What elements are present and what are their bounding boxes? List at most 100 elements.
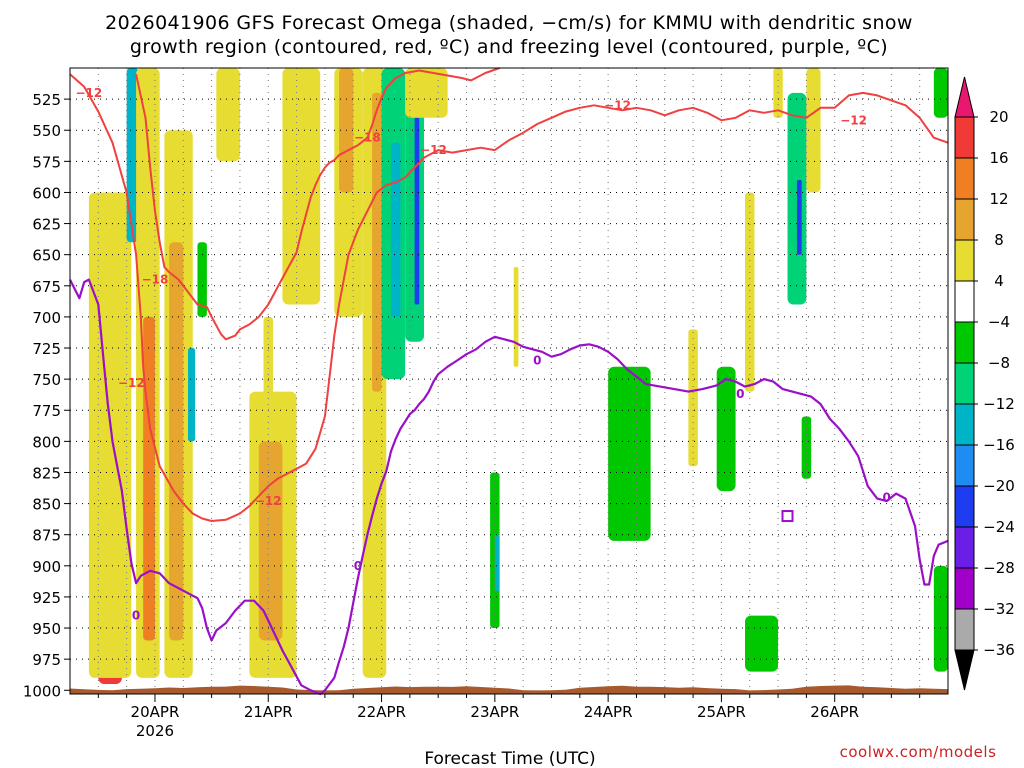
colorbar-label: −36: [983, 641, 1015, 659]
x-tick-label: 20APR: [131, 703, 180, 721]
omega-blob: [282, 68, 321, 305]
x-axis-title: Forecast Time (UTC): [424, 749, 595, 768]
terrain-strip: [70, 685, 948, 694]
omega-blob: [143, 316, 155, 641]
colorbar-bin: [954, 608, 975, 651]
omega-blob: [796, 180, 802, 255]
colorbar-label: −8: [988, 354, 1010, 372]
y-tick-label: 850: [32, 496, 61, 514]
colorbar-bin: [954, 321, 975, 364]
y-tick-label: 950: [32, 620, 61, 638]
y-tick-label: 600: [32, 184, 61, 202]
omega-blob: [197, 242, 207, 317]
omega-blob: [745, 615, 779, 672]
omega-blob: [390, 142, 401, 317]
omega-blob: [688, 329, 698, 467]
omega-blob: [745, 192, 755, 392]
colorbar: 20 16 12 8 4 −4 −8 −12 −16 −20 −24 −28 −32 −36: [954, 76, 1015, 691]
y-tick-label: 750: [32, 371, 61, 389]
omega-blob: [405, 68, 448, 118]
freezing-level-small-contour: [781, 510, 794, 523]
omega-blob: [169, 242, 184, 641]
omega-blob: [494, 534, 500, 591]
x-tick-label: 25APR: [697, 703, 746, 721]
plot-area: −12 −18 −12 −12 −18 −12 −12 −12 0 0 0 0 0: [69, 67, 949, 696]
y-tick-label: 575: [32, 153, 61, 171]
omega-blob: [414, 117, 420, 305]
omega-shading: [88, 68, 948, 685]
omega-blob: [216, 68, 240, 162]
colorbar-bin: [954, 485, 975, 528]
omega-blob: [806, 68, 821, 193]
colorbar-label: 20: [989, 108, 1008, 126]
dgz-contour-line: [69, 73, 949, 522]
colorbar-bin: [954, 157, 975, 200]
colorbar-label: −4: [988, 313, 1010, 331]
y-tick-label: 1000: [23, 682, 61, 700]
omega-blob: [933, 68, 948, 118]
contour-label: 0: [132, 609, 140, 623]
omega-blob: [933, 565, 948, 672]
y-tick-label: 550: [32, 122, 61, 140]
colorbar-top-arrow: [954, 76, 975, 118]
omega-blob: [126, 68, 139, 243]
colorbar-bin: [954, 198, 975, 241]
contour-label: 0: [533, 353, 541, 367]
contour-label: −12: [255, 494, 282, 508]
chart-title-line-1: 2026041906 GFS Forecast Omega (shaded, −…: [105, 12, 913, 34]
contour-label: −18: [354, 131, 381, 145]
y-tick-label: 800: [32, 433, 61, 451]
y-tick-label: 900: [32, 558, 61, 576]
colorbar-label: 4: [994, 272, 1004, 290]
y-tick-label: 700: [32, 309, 61, 327]
credit-text: coolwx.com/models: [840, 743, 997, 761]
y-tick-label: 650: [32, 247, 61, 265]
chart-title-line-2: growth region (contoured, red, ºC) and f…: [130, 36, 888, 58]
colorbar-label: −28: [983, 559, 1015, 577]
colorbar-bin: [954, 239, 975, 282]
y-tick-label: 725: [32, 340, 61, 358]
contour-label: −12: [75, 86, 102, 100]
contour-label: −12: [840, 113, 867, 127]
colorbar-bin: [954, 280, 975, 323]
y-tick-label: 875: [32, 527, 61, 545]
y-tick-label: 775: [32, 402, 61, 420]
gridlines: [70, 68, 948, 694]
x-tick-sublabel: 2026: [136, 722, 174, 740]
contour-labels: −12 −18 −12 −12 −18 −12 −12 −12 0 0 0 0 0: [75, 86, 890, 623]
colorbar-bin: [954, 403, 975, 446]
colorbar-bin: [954, 444, 975, 487]
contour-label: −18: [142, 273, 169, 287]
contour-label: 0: [882, 490, 890, 504]
y-tick-label: 525: [32, 91, 61, 109]
x-tick-label: 24APR: [584, 703, 633, 721]
contour-label: 0: [354, 559, 362, 573]
colorbar-label: −20: [983, 477, 1015, 495]
dgz-contour-line: [135, 67, 500, 341]
contour-label: −12: [118, 376, 145, 390]
colorbar-label: −12: [983, 395, 1015, 413]
omega-blob: [608, 366, 651, 541]
colorbar-bin: [954, 526, 975, 569]
freezing-level-contour-line: [69, 278, 949, 696]
y-tick-label: 625: [32, 216, 61, 234]
x-tick-label: 21APR: [244, 703, 293, 721]
colorbar-label: 16: [989, 149, 1008, 167]
x-tick-label: 22APR: [357, 703, 406, 721]
y-tick-label: 825: [32, 464, 61, 482]
y-tick-label: 675: [32, 278, 61, 296]
x-tick-label: 26APR: [810, 703, 859, 721]
contour-label: −12: [420, 143, 447, 157]
colorbar-bin: [954, 362, 975, 405]
contour-label: 0: [736, 387, 744, 401]
y-axis: 525 550 575 600 625 650 675 700 725 750 775 800 825 8…: [23, 91, 70, 700]
terrain-ground: [70, 685, 948, 694]
colorbar-label: −24: [983, 518, 1015, 536]
colorbar-label: 12: [989, 190, 1008, 208]
colorbar-label: 8: [994, 231, 1004, 249]
plot-frame: [69, 67, 949, 695]
omega-blob: [716, 366, 736, 492]
omega-blob: [188, 348, 196, 442]
